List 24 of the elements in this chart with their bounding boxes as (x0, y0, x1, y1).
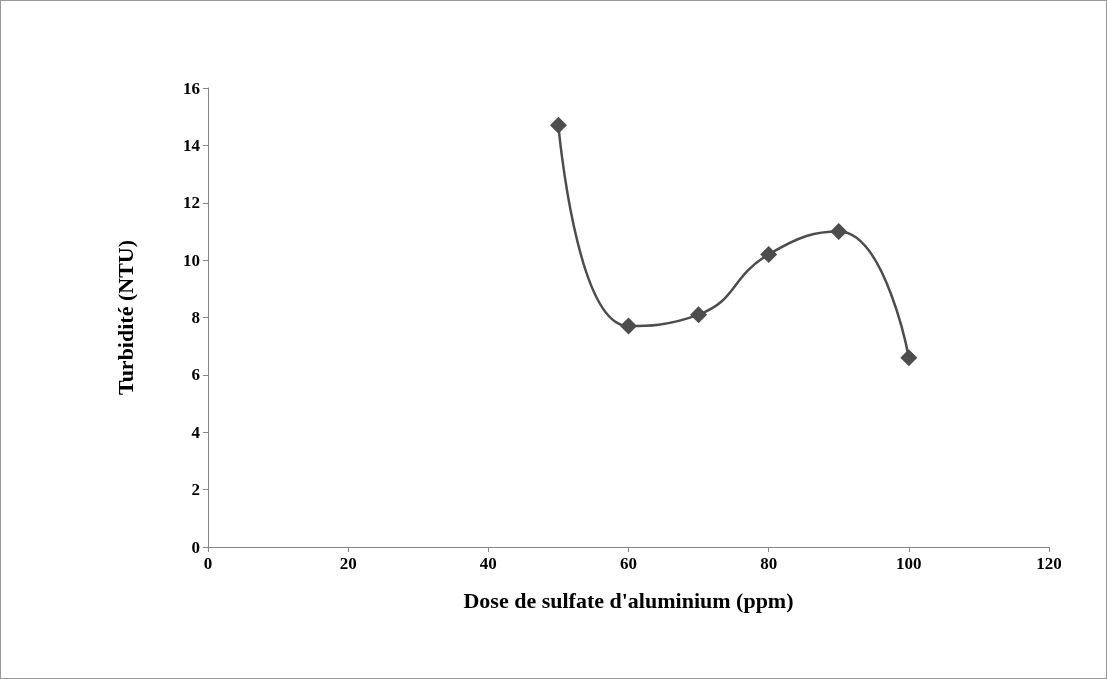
point (690, 306, 708, 324)
point (900, 349, 918, 367)
y-tick-label: 6 (191, 365, 200, 385)
y-tick-label: 14 (183, 135, 201, 155)
y-tick-label: 12 (183, 193, 200, 213)
x-tick-label: 20 (339, 554, 357, 573)
point (549, 116, 567, 134)
point (830, 222, 848, 240)
x-axis-title: Dose de sulfate d'aluminium (ppm) (463, 587, 794, 613)
y-axis-title: Turbidité (NTU) (112, 239, 138, 396)
x-tick-label: 40 (479, 554, 497, 573)
y-tick-label: 2 (191, 480, 200, 500)
y-tick-label: 16 (183, 78, 200, 98)
x-tick-label: 100 (896, 554, 922, 573)
x-tick-label: 60 (620, 554, 637, 573)
point (620, 317, 637, 335)
point (760, 245, 778, 263)
y-tick-label: 8 (191, 308, 200, 327)
y-tick-label: 10 (183, 250, 200, 270)
y-tick-label: 4 (191, 422, 201, 442)
x-tick-label: 80 (760, 554, 778, 573)
x-tick-label: 120 (1036, 554, 1062, 573)
x-tick-label: 0 (203, 554, 213, 573)
y-tick-label: 0 (191, 537, 200, 557)
